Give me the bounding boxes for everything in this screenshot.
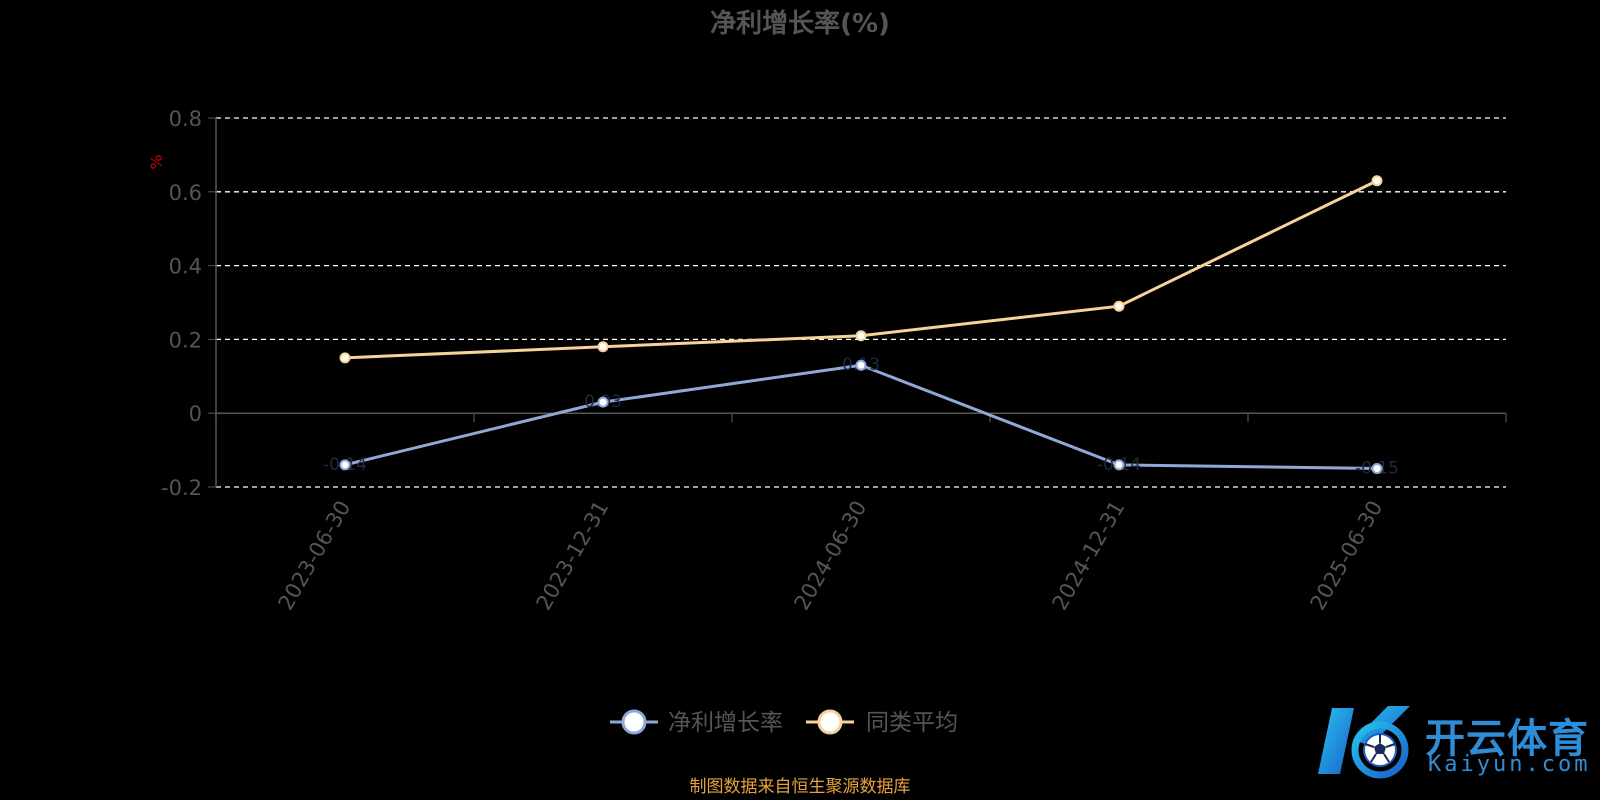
data-point bbox=[339, 459, 351, 471]
data-point bbox=[1113, 459, 1125, 471]
y-tick-label: -0.2 bbox=[161, 476, 202, 500]
kaiyun-soccer-logo-icon bbox=[1318, 706, 1410, 779]
y-tick-label: 0.8 bbox=[169, 107, 202, 131]
y-tick-label: 0.4 bbox=[169, 255, 202, 279]
x-tick-label: 2025-06-30 bbox=[1306, 497, 1388, 615]
series-line bbox=[344, 363, 1378, 471]
legend-marker bbox=[817, 709, 843, 735]
legend-label: 净利增长率 bbox=[668, 710, 783, 736]
brand-logo-en: Kaiyun.com bbox=[1428, 752, 1591, 777]
data-point bbox=[597, 341, 609, 353]
y-axis-label: % bbox=[147, 154, 166, 169]
y-tick-label: 0.6 bbox=[169, 181, 202, 205]
series-net-profit-growth: -0.140.030.13-0.14-0.15 bbox=[323, 355, 1399, 478]
data-source-note: 制图数据来自恒生聚源数据库 bbox=[690, 777, 911, 797]
x-tick-label: 2023-06-30 bbox=[274, 497, 356, 615]
legend-item-peer-average[interactable]: 同类平均 bbox=[806, 709, 958, 736]
data-point bbox=[855, 359, 867, 371]
brand-logo: 开云体育 Kaiyun.com bbox=[1310, 700, 1590, 785]
data-point bbox=[1371, 175, 1383, 187]
grid bbox=[216, 117, 1506, 488]
x-tick-label: 2023-12-31 bbox=[532, 497, 614, 615]
legend-label: 同类平均 bbox=[866, 710, 958, 736]
data-point bbox=[1371, 463, 1383, 475]
x-tick-label: 2024-12-31 bbox=[1048, 497, 1130, 615]
data-point bbox=[597, 396, 609, 408]
x-tick-label: 2024-06-30 bbox=[790, 497, 872, 615]
data-point bbox=[1113, 300, 1125, 312]
series-layer: -0.140.030.13-0.14-0.15 bbox=[323, 175, 1399, 479]
brand-logo-cn: 开云体育 bbox=[1425, 716, 1589, 762]
legend[interactable]: 净利增长率 同类平均 bbox=[610, 709, 958, 736]
chart-title: 净利增长率(%) bbox=[710, 8, 890, 39]
axes: -0.2 0 0.2 0.4 0.6 0.8 2023-06-30 2023-12-31 202… bbox=[161, 107, 1507, 615]
y-tick-label: 0.2 bbox=[169, 328, 202, 352]
data-point bbox=[855, 330, 867, 342]
series-peer-average bbox=[339, 175, 1383, 364]
y-tick-label: 0 bbox=[189, 402, 202, 426]
legend-marker bbox=[621, 709, 647, 735]
data-point bbox=[339, 352, 351, 364]
legend-item-net-profit-growth[interactable]: 净利增长率 bbox=[610, 709, 783, 736]
